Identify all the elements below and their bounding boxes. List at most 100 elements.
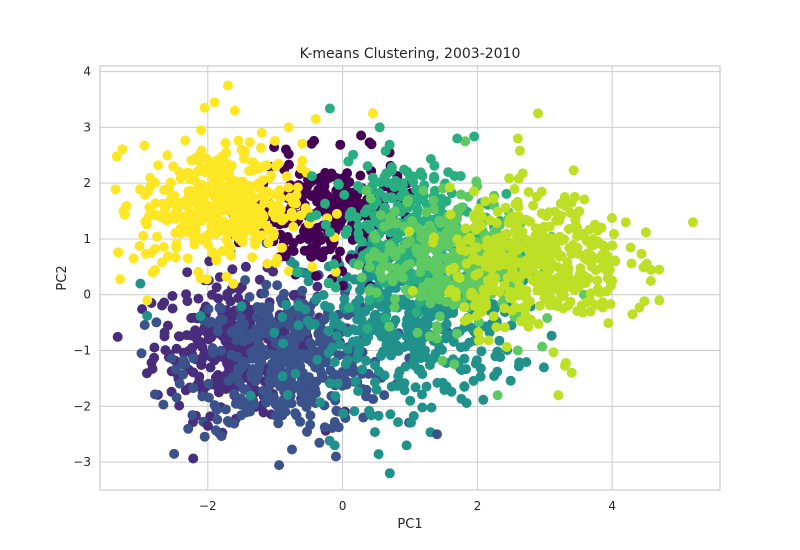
cluster-point [362, 161, 373, 172]
cluster-point [209, 191, 220, 202]
cluster-point [399, 378, 410, 389]
cluster-point [193, 293, 204, 304]
cluster-point [390, 315, 401, 326]
cluster-point [509, 184, 520, 194]
cluster-point [213, 387, 224, 398]
tick-labels: −2 0 2 4 −3 −2 −1 0 1 2 3 4 [73, 65, 616, 513]
data-point [367, 108, 378, 119]
cluster-point [581, 297, 592, 308]
cluster-point [563, 224, 574, 234]
cluster-point [429, 185, 440, 196]
cluster-point [167, 291, 178, 301]
cluster-point [385, 271, 396, 282]
cluster-point [394, 366, 405, 377]
cluster-point [356, 130, 367, 141]
cluster-point [146, 247, 157, 258]
cluster-point [188, 453, 199, 464]
cluster-point [355, 285, 365, 296]
cluster-point [181, 167, 192, 178]
cluster-point [389, 182, 400, 192]
cluster-point [196, 354, 207, 365]
cluster-point [507, 266, 518, 277]
cluster-point [151, 317, 162, 328]
cluster-point [536, 186, 547, 197]
cluster-point [404, 226, 415, 237]
cluster-point [484, 327, 495, 338]
cluster-point [218, 221, 229, 232]
cluster-point [490, 285, 501, 296]
cluster-point [290, 368, 301, 379]
cluster-point [402, 197, 413, 208]
cluster-point [395, 191, 406, 202]
cluster-point [579, 194, 590, 205]
cluster-point [504, 173, 515, 184]
cluster-point [446, 386, 457, 397]
cluster-point [585, 288, 596, 299]
cluster-point [452, 234, 463, 245]
cluster-point [258, 407, 269, 418]
data-point [229, 105, 240, 116]
cluster-point [473, 327, 484, 338]
cluster-point [395, 244, 406, 255]
cluster-point [277, 242, 288, 253]
cluster-point [606, 213, 617, 223]
cluster-point [583, 248, 594, 259]
cluster-point [413, 195, 424, 206]
cluster-point [222, 187, 233, 198]
cluster-point [364, 219, 375, 230]
cluster-point [492, 206, 503, 217]
data-point [175, 228, 186, 239]
cluster-point [329, 357, 340, 367]
cluster-point [460, 223, 471, 234]
cluster-point [353, 347, 364, 358]
cluster-point [167, 303, 178, 314]
cluster-point [492, 366, 503, 377]
y-tick-label: −3 [73, 455, 91, 469]
cluster-point [501, 229, 512, 240]
y-tick-label: 2 [83, 176, 91, 190]
cluster-point [601, 250, 612, 261]
cluster-point [501, 188, 512, 199]
cluster-point [523, 244, 534, 255]
cluster-point [182, 267, 193, 278]
cluster-point [255, 207, 266, 218]
y-tick-label: 4 [83, 65, 91, 79]
y-tick-label: 3 [83, 120, 91, 134]
cluster-point [275, 381, 286, 392]
cluster-point [425, 154, 436, 164]
cluster-point [281, 144, 291, 155]
cluster-point [208, 248, 219, 259]
cluster-point [420, 242, 431, 253]
cluster-point [236, 301, 247, 312]
cluster-point [159, 297, 170, 308]
cluster-point [583, 273, 594, 284]
cluster-point [324, 227, 335, 238]
cluster-point [324, 103, 335, 114]
cluster-point [460, 136, 471, 147]
cluster-point [428, 195, 439, 206]
cluster-point [552, 298, 563, 309]
cluster-point [530, 223, 541, 234]
cluster-point [297, 285, 308, 296]
cluster-point [364, 295, 375, 305]
cluster-point [174, 166, 185, 177]
cluster-point [500, 259, 510, 270]
y-tick-label: −1 [73, 344, 91, 358]
cluster-point [393, 417, 403, 428]
cluster-point [565, 296, 576, 307]
cluster-point [543, 252, 553, 263]
cluster-point [182, 253, 193, 264]
cluster-point [361, 185, 372, 196]
cluster-point [166, 353, 177, 364]
data-point [654, 264, 665, 275]
cluster-point [638, 262, 649, 273]
cluster-point [626, 258, 637, 269]
cluster-point [331, 208, 342, 219]
cluster-point [302, 426, 312, 437]
cluster-point [418, 185, 429, 196]
cluster-point [362, 204, 373, 215]
cluster-point [135, 184, 145, 195]
cluster-point [222, 416, 233, 426]
cluster-point [405, 259, 416, 269]
cluster-point [320, 198, 330, 209]
